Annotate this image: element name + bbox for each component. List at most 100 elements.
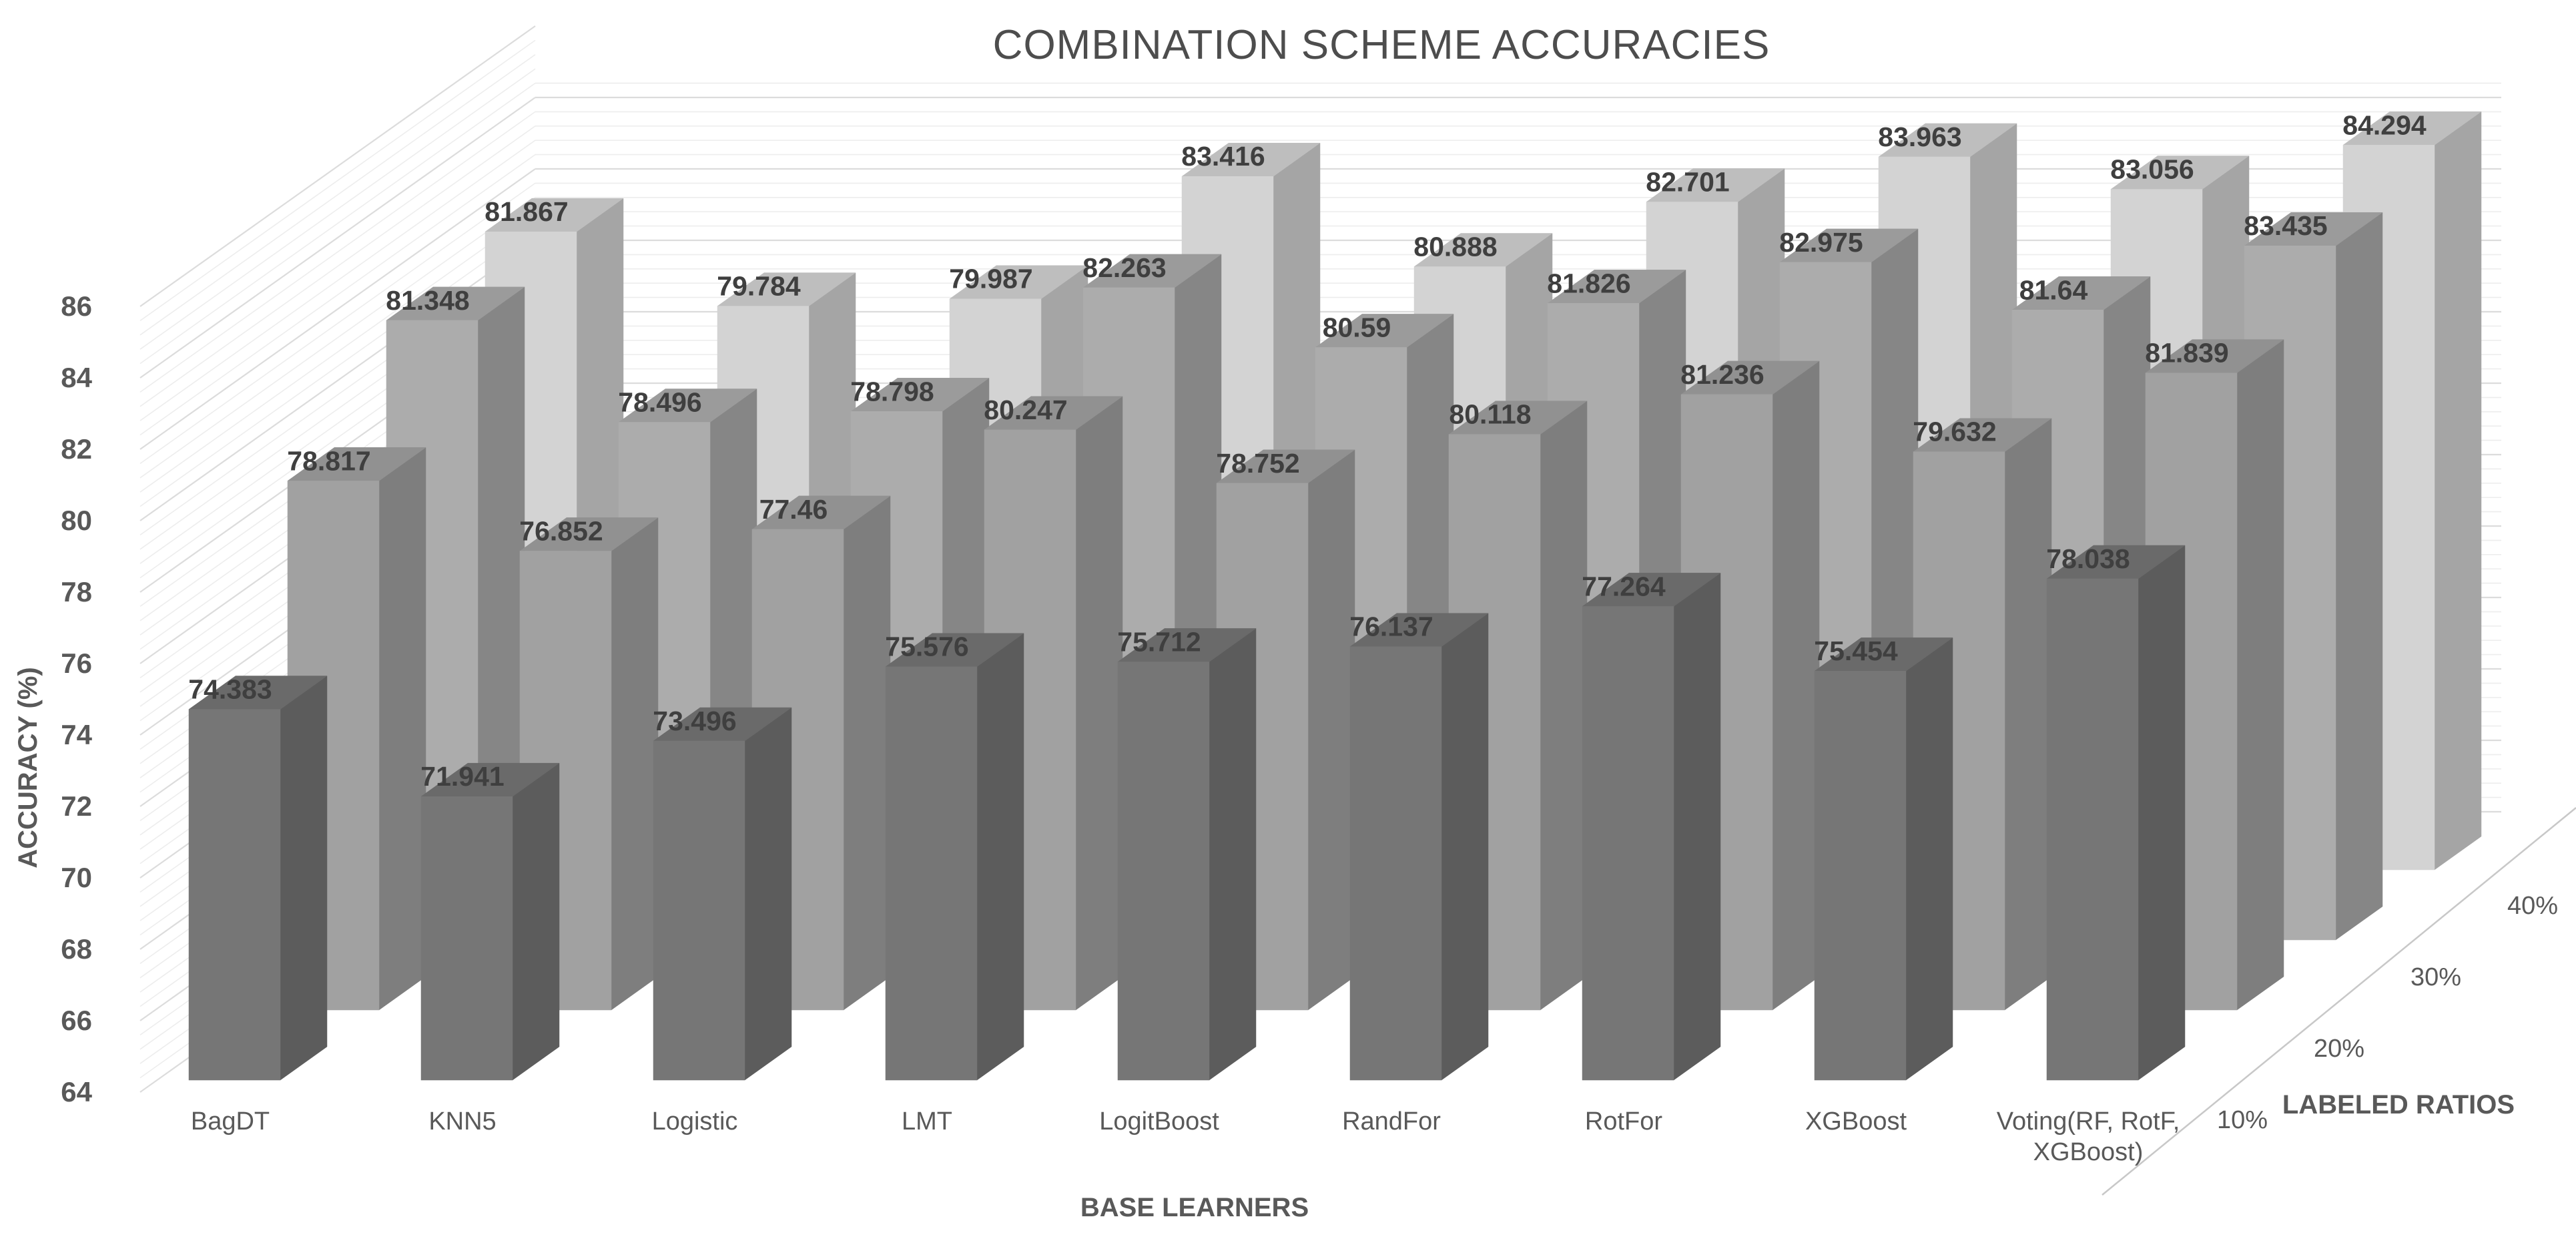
value-label: 78.817 (287, 445, 370, 476)
bar-XGBoost-10% (1814, 637, 1953, 1081)
value-label: 83.435 (2244, 210, 2327, 241)
category-label: LogitBoost (1099, 1107, 1219, 1136)
bar-side-face (1441, 613, 1489, 1081)
bar-side-face (2236, 339, 2284, 1011)
bar-side-face (843, 495, 891, 1011)
gridline-leftwall (139, 197, 536, 479)
bar-side-face (1772, 360, 1820, 1011)
bar-side-face (2434, 111, 2482, 870)
y-tick-label: 84 (61, 362, 92, 393)
gridline-leftwall (139, 154, 536, 436)
y-tick-label: 86 (61, 290, 92, 322)
y-tick-label: 68 (61, 933, 92, 965)
gridline-leftwall (139, 182, 536, 465)
value-label: 83.963 (1878, 121, 1961, 152)
value-label: 79.987 (949, 264, 1032, 294)
value-label: 82.263 (1082, 252, 1166, 283)
y-tick-label: 64 (61, 1076, 92, 1107)
bars-3d: 81.867 79.784 79.987 83.416 80.888 82.701 83.9… (188, 109, 2482, 1081)
category-label: Voting(RF, RotF, (1997, 1107, 2180, 1136)
value-label: 81.64 (2019, 274, 2088, 305)
y-tick-label: 76 (61, 648, 92, 679)
bar-side-face (512, 762, 560, 1081)
value-label: 78.752 (1216, 448, 1299, 479)
gridline-leftwall (139, 82, 536, 364)
value-label: 81.867 (485, 196, 568, 227)
gridline-leftwall (139, 126, 536, 407)
y-tick-label: 70 (61, 862, 92, 893)
y-tick-label: 66 (61, 1005, 92, 1036)
bar-side-face (1540, 401, 1588, 1011)
value-label: 82.701 (1646, 166, 1729, 197)
value-label: 80.59 (1323, 312, 1391, 342)
depth-tick-label: 30% (2410, 963, 2461, 991)
bar-front-face (885, 666, 978, 1081)
value-label: 74.383 (188, 674, 272, 705)
bar-Logistic-10% (653, 707, 792, 1081)
z-axis-depth-labels: 10% 20% 30% 40% (2217, 892, 2558, 1134)
bar-side-face (611, 517, 659, 1011)
depth-tick-label: 10% (2217, 1106, 2268, 1134)
bar-side-face (976, 633, 1024, 1081)
value-label: 76.137 (1349, 611, 1433, 642)
value-label: 75.454 (1814, 636, 1898, 666)
x-axis-category-labels: BagDT KNN5 Logistic LMT LogitBoost RandFor Rot… (191, 1107, 2180, 1166)
bar-BagDT-10% (188, 676, 328, 1081)
bar-side-face (1209, 628, 1257, 1081)
y-axis-title: ACCURACY (%) (13, 667, 43, 868)
bar-front-face (1117, 662, 1210, 1081)
category-label: KNN5 (428, 1107, 496, 1136)
category-label: RandFor (1342, 1107, 1441, 1136)
z-axis-title: LABELED RATIOS (2282, 1090, 2515, 1119)
value-label: 81.348 (386, 285, 469, 316)
bar-front-face (2046, 578, 2139, 1081)
bar-side-face (2004, 418, 2052, 1011)
bar-side-face (1905, 637, 1953, 1081)
bar-front-face (1814, 670, 1907, 1081)
depth-tick-label: 40% (2507, 892, 2558, 920)
gridline-leftwall (139, 54, 536, 336)
bar-side-face (280, 676, 328, 1081)
bar-side-face (2138, 545, 2186, 1081)
value-label: 83.416 (1181, 141, 1265, 172)
value-label: 81.826 (1547, 268, 1630, 298)
category-label: LMT (902, 1107, 952, 1136)
value-label: 84.294 (2342, 109, 2427, 140)
bar-side-face (2335, 212, 2383, 941)
bar-side-face (1075, 396, 1123, 1011)
category-label: RotFor (1585, 1107, 1662, 1136)
x-axis-title: BASE LEARNERS (1080, 1193, 1309, 1222)
bar-KNN5-10% (420, 762, 560, 1081)
gridline-leftwall (139, 68, 536, 350)
value-label: 76.852 (519, 515, 603, 546)
series-row-10%: 74.383 71.941 73.496 75.576 75.712 76.137 77.2… (188, 543, 2186, 1081)
gridline-leftwall (139, 211, 536, 493)
value-label: 78.038 (2046, 543, 2130, 574)
bar-side-face (1307, 449, 1355, 1011)
y-tick-label: 80 (61, 505, 92, 536)
y-tick-label: 82 (61, 433, 92, 465)
bar-side-face (378, 447, 426, 1011)
floor-right-edge-line (2102, 807, 2576, 1196)
value-label: 77.46 (759, 494, 828, 525)
y-tick-label: 74 (61, 719, 92, 750)
value-label: 75.712 (1117, 626, 1201, 657)
bar-front-face (1582, 606, 1674, 1081)
bar-front-face (653, 740, 745, 1081)
gridline-leftwall (139, 140, 536, 421)
gridline-leftwall (139, 111, 536, 393)
y-tick-label: 78 (61, 576, 92, 607)
value-label: 71.941 (420, 761, 504, 792)
chart-title: COMBINATION SCHEME ACCURACIES (993, 22, 1770, 68)
value-label: 80.118 (1449, 399, 1531, 430)
bar-side-face (744, 707, 792, 1081)
bar-VotingRFRotFXGBoost-10% (2046, 545, 2186, 1081)
bar-LMT-10% (885, 633, 1024, 1081)
bar-Logistic-20% (751, 495, 891, 1011)
value-label: 82.975 (1779, 227, 1863, 258)
gridline-leftwall (139, 97, 536, 379)
bar-RandFor-10% (1349, 613, 1489, 1081)
bar-front-face (420, 796, 513, 1081)
y-axis-tick-labels: 64 66 68 70 72 74 76 78 80 82 84 86 (61, 290, 92, 1107)
